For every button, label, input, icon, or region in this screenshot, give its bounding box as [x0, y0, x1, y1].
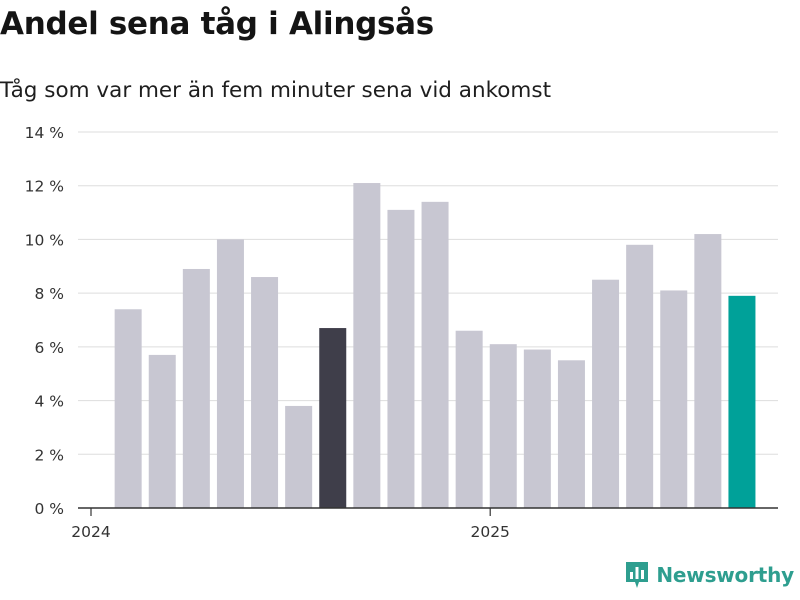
y-tick-label: 14 %: [25, 124, 64, 142]
y-tick-label: 10 %: [25, 231, 64, 249]
newsworthy-logo[interactable]: Newsworthy: [624, 560, 794, 590]
bar-2024-04[interactable]: [182, 268, 210, 508]
bar-chart: 0 % 2 % 4 % 6 % 8 % 10 % 12 % 14 % 2024 2025: [25, 124, 778, 541]
bar-2025-02[interactable]: [523, 349, 551, 508]
newsworthy-logo-icon: [626, 562, 649, 588]
y-tick-label: 0 %: [34, 500, 64, 518]
bar-2024-09[interactable]: [353, 183, 381, 508]
bar-2024-03[interactable]: [148, 354, 176, 508]
bar-2025-08[interactable]: [728, 295, 756, 508]
bar-2024-12[interactable]: [455, 330, 483, 508]
bars: [114, 183, 756, 509]
y-axis-ticks: 0 % 2 % 4 % 6 % 8 % 10 % 12 % 14 %: [25, 124, 64, 518]
bar-2025-05[interactable]: [626, 244, 654, 509]
y-tick-label: 8 %: [34, 285, 64, 303]
bar-2025-06[interactable]: [660, 290, 688, 508]
brand-name: Newsworthy: [656, 563, 794, 587]
y-tick-label: 6 %: [34, 339, 64, 357]
bar-2025-07[interactable]: [694, 234, 722, 509]
bar-2024-06[interactable]: [251, 277, 279, 508]
bar-2024-07[interactable]: [285, 405, 313, 508]
bar-2024-08[interactable]: [319, 328, 347, 508]
bar-2024-05[interactable]: [216, 239, 244, 508]
bar-2024-11[interactable]: [421, 201, 449, 509]
x-tick-label: 2025: [470, 523, 509, 541]
x-tick-label: 2024: [71, 523, 110, 541]
bar-2025-03[interactable]: [557, 360, 585, 508]
bar-2024-10[interactable]: [387, 209, 415, 508]
y-tick-label: 12 %: [25, 178, 64, 196]
y-tick-label: 4 %: [34, 393, 64, 411]
x-axis: 2024 2025: [71, 507, 778, 541]
bar-2025-04[interactable]: [592, 279, 620, 508]
bar-2024-02[interactable]: [114, 309, 142, 508]
chart-subtitle: Tåg som var mer än fem minuter sena vid …: [0, 78, 552, 103]
bar-2025-01[interactable]: [489, 344, 517, 508]
chart-title: Andel sena tåg i Alingsås: [0, 6, 434, 42]
y-tick-label: 2 %: [34, 446, 64, 464]
